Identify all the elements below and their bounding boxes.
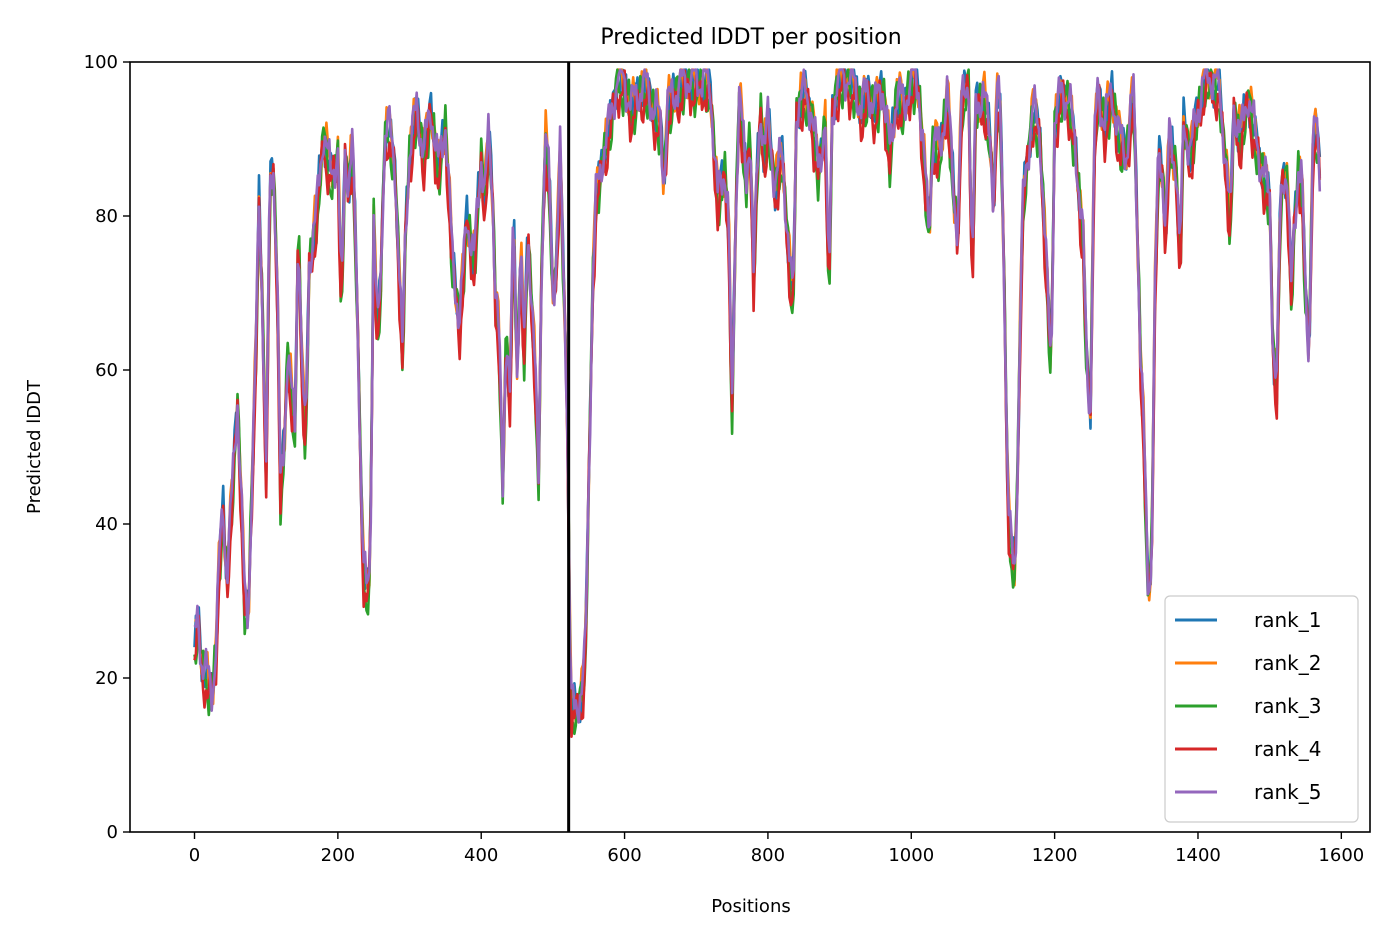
x-tick-label: 1600 (1318, 845, 1364, 866)
x-tick-label: 0 (189, 845, 200, 866)
y-axis-label: Predicted lDDT (24, 379, 45, 514)
y-tick-label: 100 (84, 52, 118, 73)
legend-label-rank_4: rank_4 (1254, 737, 1321, 761)
x-tick-label: 600 (607, 845, 641, 866)
plot-frame (129, 61, 1371, 833)
x-tick-label: 400 (464, 845, 498, 866)
x-axis-ticks: 0 200 400 600 800 1000 1200 1400 1600 (189, 832, 1364, 866)
series-lines (193, 68, 1322, 738)
legend: rank_1 rank_2 rank_3 rank_4 rank_5 (1164, 595, 1359, 823)
legend-box (1164, 595, 1359, 823)
y-tick-label: 40 (95, 514, 118, 535)
y-tick-label: 80 (95, 206, 118, 227)
x-tick-label: 200 (321, 845, 355, 866)
legend-label-rank_5: rank_5 (1254, 780, 1321, 804)
x-tick-label: 1400 (1175, 845, 1221, 866)
x-tick-label: 1000 (888, 845, 934, 866)
series-line-rank_5 (193, 68, 1322, 724)
legend-label-rank_1: rank_1 (1254, 608, 1321, 632)
x-tick-label: 1200 (1032, 845, 1078, 866)
x-tick-label: 800 (751, 845, 785, 866)
y-tick-label: 0 (107, 822, 118, 843)
y-tick-label: 60 (95, 360, 118, 381)
chart-title: Predicted lDDT per position (600, 25, 901, 50)
x-axis-label: Positions (711, 896, 790, 917)
y-axis-ticks: 0 20 40 60 80 100 (84, 52, 130, 843)
legend-label-rank_2: rank_2 (1254, 651, 1321, 675)
y-tick-label: 20 (95, 668, 118, 689)
legend-label-rank_3: rank_3 (1254, 694, 1321, 718)
